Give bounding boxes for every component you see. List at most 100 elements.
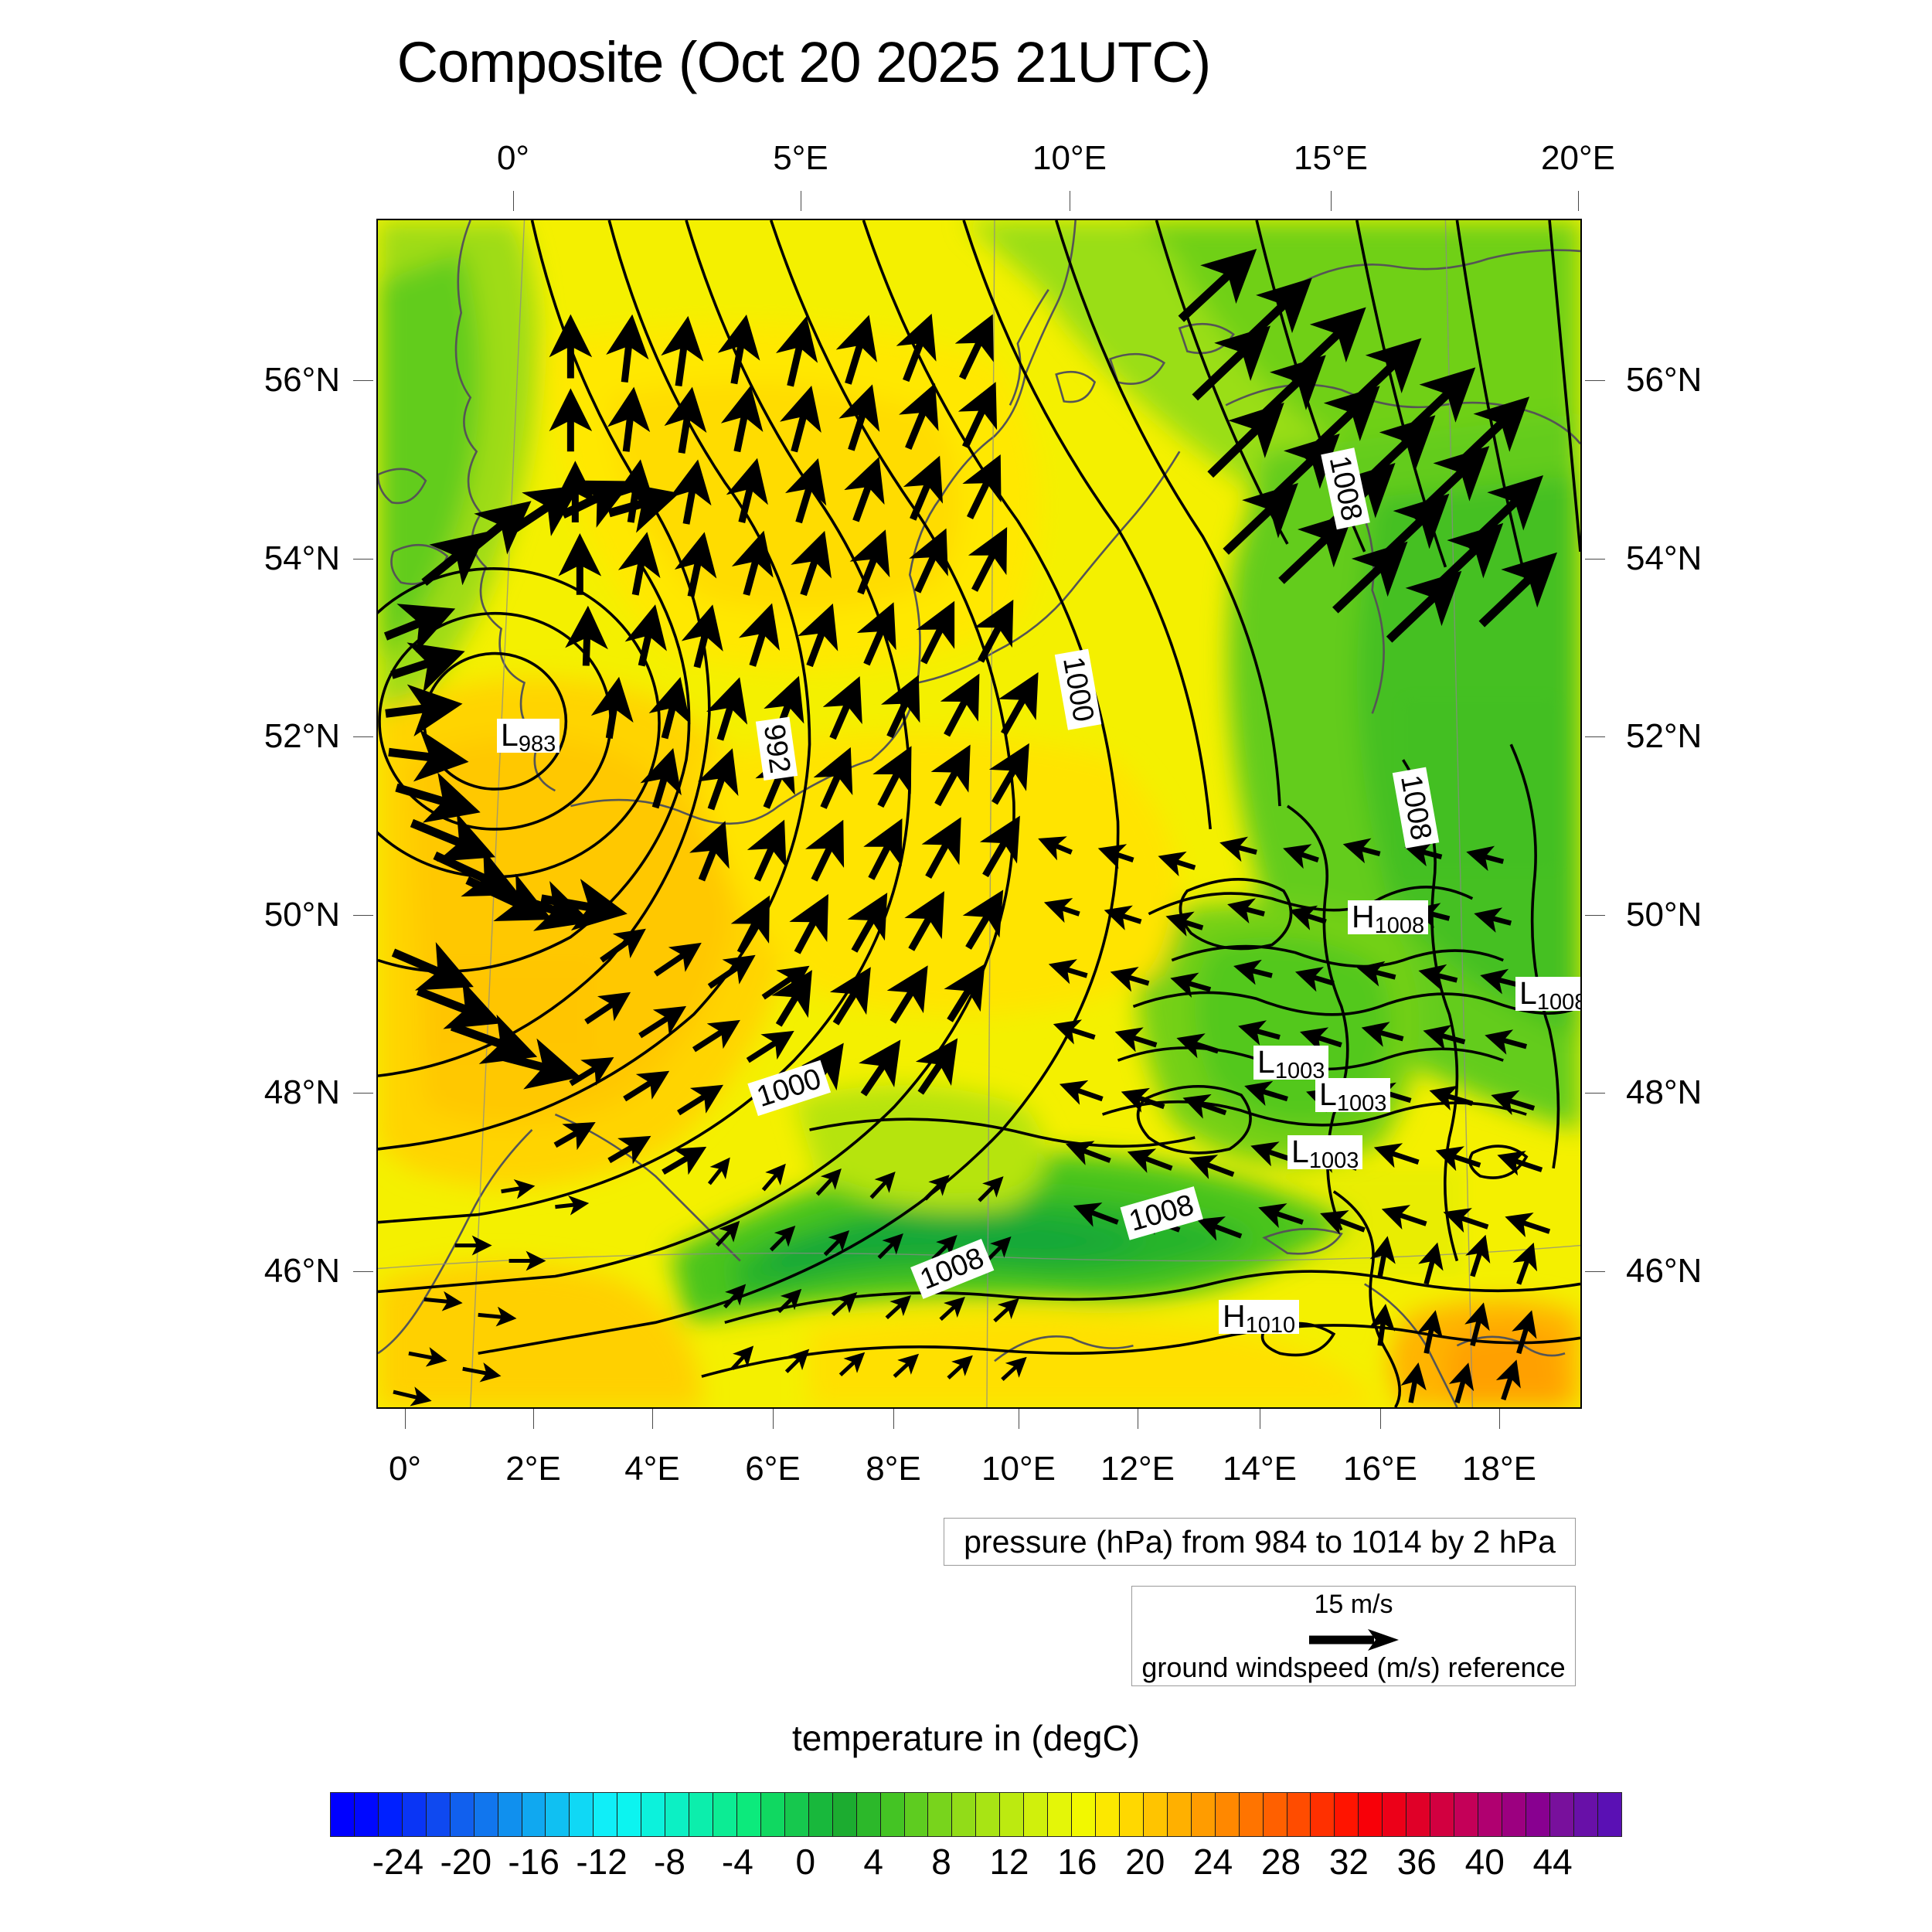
colorbar-cell [1383,1793,1407,1836]
colorbar-cell [832,1793,857,1836]
colorbar-cell [928,1793,953,1836]
colorbar-cell [354,1793,379,1836]
colorbar-cell [594,1793,618,1836]
colorbar-cell [1359,1793,1383,1836]
colorbar-cell [474,1793,498,1836]
colorbar-cell [1406,1793,1431,1836]
pressure-center-label: L983 [497,719,560,756]
axis-tick [353,559,373,560]
axis-tick [1585,1271,1605,1272]
colorbar-cell [450,1793,474,1836]
axis-tick-label-left: 54°N [264,539,340,577]
colorbar-cell [1167,1793,1192,1836]
colorbar-tick-label: 44 [1532,1842,1573,1882]
colorbar-tick-label: -4 [721,1842,753,1882]
axis-tick-label-left: 46°N [264,1252,340,1290]
colorbar-cell [641,1793,666,1836]
colorbar-cell [402,1793,427,1836]
colorbar-cell [1335,1793,1359,1836]
axis-tick-label-left: 56°N [264,361,340,399]
pressure-center-label: H1008 [1348,900,1429,937]
colorbar-tick-label: 40 [1464,1842,1505,1882]
axis-tick [353,1093,373,1094]
colorbar-tick-label: 0 [795,1842,816,1882]
wind-reference-magnitude: 15 m/s [1314,1590,1393,1619]
pressure-center-label: L1003 [1287,1135,1363,1172]
colorbar-cell [426,1793,451,1836]
right-arrow-icon [1308,1627,1400,1657]
axis-tick [533,1409,534,1429]
colorbar-cell [1048,1793,1073,1836]
axis-tick [1585,559,1605,560]
axis-tick-label-bottom: 2°E [505,1450,561,1488]
colorbar-tick-label: 12 [989,1842,1029,1882]
axis-tick [1585,380,1605,381]
colorbar-tick-label: 16 [1057,1842,1097,1882]
axis-tick-label-left: 50°N [264,896,340,934]
colorbar-tick-label: 24 [1193,1842,1233,1882]
colorbar-tick-label: -12 [576,1842,628,1882]
colorbar-cell [1478,1793,1502,1836]
axis-tick [1331,191,1332,211]
colorbar-cell [570,1793,594,1836]
colorbar-cell [689,1793,713,1836]
axis-tick-label-bottom: 0° [388,1450,422,1488]
colorbar-cell [546,1793,570,1836]
axis-tick [1585,915,1605,916]
colorbar-cell [1430,1793,1455,1836]
temperature-colorbar[interactable] [330,1792,1622,1837]
colorbar-cell [1287,1793,1311,1836]
axis-tick-label-bottom: 4°E [624,1450,680,1488]
axis-tick-label-right: 56°N [1626,361,1702,399]
axis-tick-label-bottom: 18°E [1462,1450,1536,1488]
axis-tick-label-bottom: 14°E [1223,1450,1297,1488]
pressure-center-label: L1003 [1253,1046,1329,1083]
colorbar-cell [976,1793,1001,1836]
colorbar-cell [1502,1793,1526,1836]
colorbar-cell [1072,1793,1096,1836]
colorbar-tick-label: 8 [931,1842,951,1882]
axis-tick-label-bottom: 12°E [1100,1450,1175,1488]
colorbar-cell [952,1793,977,1836]
colorbar-tick-label: 32 [1328,1842,1369,1882]
colorbar-cell [1024,1793,1049,1836]
colorbar-cell [1191,1793,1216,1836]
axis-tick [353,915,373,916]
axis-tick-label-bottom: 8°E [866,1450,921,1488]
colorbar-cell [1239,1793,1264,1836]
pressure-center-label: L1003 [1315,1078,1391,1115]
colorbar-cell [1573,1793,1598,1836]
axis-tick [353,1271,373,1272]
axis-tick-label-right: 48°N [1626,1073,1702,1111]
axis-tick-label-top: 0° [496,139,530,177]
pressure-center-label: H1010 [1219,1300,1300,1337]
colorbar-tick-label: -24 [372,1842,424,1882]
axis-tick-label-top: 15°E [1294,139,1368,177]
colorbar-cell [856,1793,881,1836]
axis-tick [353,736,373,737]
map-plot-area[interactable]: 992 1000 1008 1008 1000 1008 1008 L983 H1008 L10… [376,219,1582,1409]
colorbar-cell [1597,1793,1621,1836]
colorbar-cell [880,1793,905,1836]
axis-tick [773,1409,774,1429]
axis-tick [1585,736,1605,737]
axis-tick [1499,1409,1500,1429]
colorbar-cell [784,1793,809,1836]
colorbar-cell [498,1793,522,1836]
colorbar-tick-label: 4 [863,1842,883,1882]
colorbar-tick-label: 28 [1260,1842,1301,1882]
colorbar-cell [736,1793,761,1836]
colorbar-cell [522,1793,546,1836]
axis-tick [1578,191,1579,211]
colorbar-tick-label: -16 [508,1842,560,1882]
wind-reference-legend: 15 m/s ground windspeed (m/s) reference [1131,1586,1576,1686]
axis-tick-label-left: 48°N [264,1073,340,1111]
colorbar-cell [378,1793,403,1836]
axis-tick-label-top: 10°E [1032,139,1107,177]
colorbar-tick-labels: -24 -20 -16 -12 -8 -4 0 4 8 12 16 20 24 28 32 36 40 44 [0,1841,1932,1895]
axis-tick [1380,1409,1381,1429]
colorbar-cell [1454,1793,1478,1836]
colorbar-cell [1526,1793,1550,1836]
axis-tick-label-bottom: 6°E [745,1450,801,1488]
colorbar-cell [1215,1793,1240,1836]
